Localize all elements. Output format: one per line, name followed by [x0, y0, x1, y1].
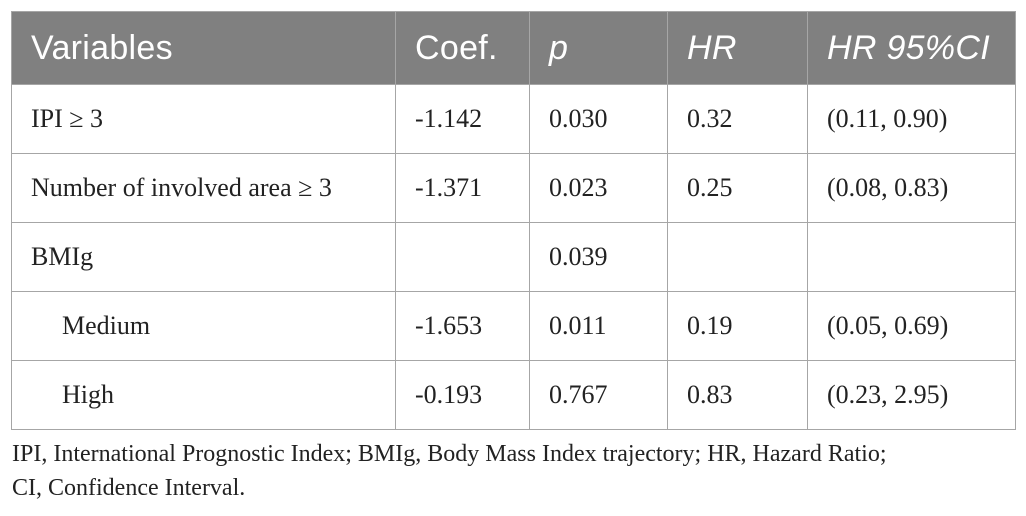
- cell-hr: 0.83: [667, 360, 808, 430]
- table-row: Medium -1.653 0.011 0.19 (0.05, 0.69): [11, 291, 1016, 361]
- header-p: p: [529, 11, 668, 85]
- cell-hr: [667, 222, 808, 292]
- cell-ci: (0.05, 0.69): [807, 291, 1016, 361]
- cell-ci: (0.08, 0.83): [807, 153, 1016, 223]
- cell-variable: High: [11, 360, 396, 430]
- table-row: IPI ≥ 3 -1.142 0.030 0.32 (0.11, 0.90): [11, 84, 1016, 154]
- cox-regression-table: Variables Coef. p HR HR 95%CI IPI ≥ 3 -1…: [11, 11, 1016, 430]
- footnote-line-1: IPI, International Prognostic Index; BMI…: [12, 441, 887, 467]
- cell-p: 0.039: [529, 222, 668, 292]
- cell-hr: 0.25: [667, 153, 808, 223]
- cell-coef: -1.142: [395, 84, 530, 154]
- table-row: High -0.193 0.767 0.83 (0.23, 2.95): [11, 360, 1016, 430]
- table-footnote: IPI, International Prognostic Index; BMI…: [12, 437, 1016, 505]
- cell-coef: -1.371: [395, 153, 530, 223]
- regression-table-container: Variables Coef. p HR HR 95%CI IPI ≥ 3 -1…: [11, 11, 1016, 430]
- cell-p: 0.023: [529, 153, 668, 223]
- table-body: IPI ≥ 3 -1.142 0.030 0.32 (0.11, 0.90) N…: [11, 84, 1016, 430]
- cell-p: 0.011: [529, 291, 668, 361]
- cell-ci: [807, 222, 1016, 292]
- cell-p: 0.030: [529, 84, 668, 154]
- table-row: BMIg 0.039: [11, 222, 1016, 292]
- header-row: Variables Coef. p HR HR 95%CI: [11, 11, 1016, 85]
- footnote-line-2: CI, Confidence Interval.: [12, 475, 246, 501]
- table-row: Number of involved area ≥ 3 -1.371 0.023…: [11, 153, 1016, 223]
- cell-coef: -1.653: [395, 291, 530, 361]
- header-coef: Coef.: [395, 11, 530, 85]
- cell-ci: (0.11, 0.90): [807, 84, 1016, 154]
- cell-ci: (0.23, 2.95): [807, 360, 1016, 430]
- header-variables: Variables: [11, 11, 396, 85]
- cell-hr: 0.19: [667, 291, 808, 361]
- cell-variable: Medium: [11, 291, 396, 361]
- header-hr-ci: HR 95%CI: [807, 11, 1016, 85]
- cell-variable: BMIg: [11, 222, 396, 292]
- header-hr: HR: [667, 11, 808, 85]
- cell-variable: IPI ≥ 3: [11, 84, 396, 154]
- table-header: Variables Coef. p HR HR 95%CI: [11, 11, 1016, 85]
- cell-p: 0.767: [529, 360, 668, 430]
- cell-variable: Number of involved area ≥ 3: [11, 153, 396, 223]
- cell-coef: -0.193: [395, 360, 530, 430]
- cell-coef: [395, 222, 530, 292]
- cell-hr: 0.32: [667, 84, 808, 154]
